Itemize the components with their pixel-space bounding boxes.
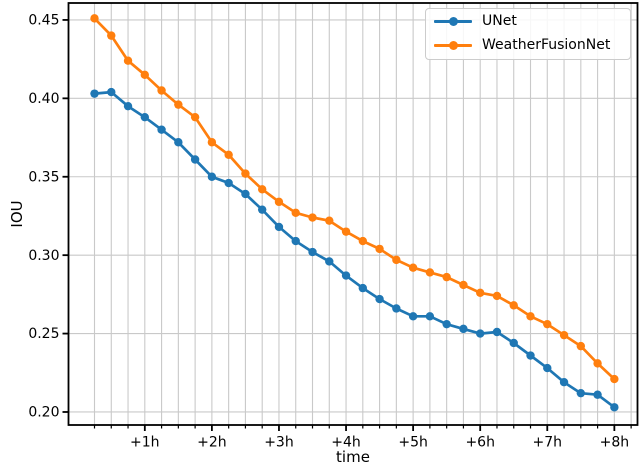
data-point-unet <box>375 294 384 304</box>
data-point-unet <box>274 222 284 232</box>
data-point-weatherfusionnet <box>358 236 368 246</box>
data-point-weatherfusionnet <box>190 112 200 122</box>
legend-line-marker-icon <box>434 40 472 51</box>
data-point-unet <box>257 205 267 214</box>
data-point-weatherfusionnet <box>157 86 166 95</box>
y-tick-label: 0.35 <box>28 169 59 185</box>
data-point-unet <box>610 403 619 412</box>
data-point-weatherfusionnet <box>375 244 384 254</box>
legend: UNet WeatherFusionNet <box>425 8 631 60</box>
data-point-unet <box>107 87 116 97</box>
data-point-unet <box>476 329 485 338</box>
x-tick-label: +2h <box>197 435 227 451</box>
x-tick-label: +8h <box>600 435 630 451</box>
data-point-weatherfusionnet <box>241 169 250 178</box>
data-point-unet <box>392 304 401 313</box>
data-point-weatherfusionnet <box>308 213 317 222</box>
data-point-unet <box>241 189 250 199</box>
data-point-weatherfusionnet <box>476 288 485 298</box>
y-tick-label: 0.30 <box>28 248 59 264</box>
data-point-weatherfusionnet <box>224 150 233 160</box>
data-point-unet <box>224 178 233 188</box>
data-point-unet <box>190 155 200 164</box>
data-point-unet <box>559 377 569 387</box>
data-point-unet <box>576 388 586 398</box>
data-point-unet <box>90 89 99 98</box>
data-point-weatherfusionnet <box>140 70 150 80</box>
data-point-weatherfusionnet <box>543 319 552 329</box>
data-point-weatherfusionnet <box>492 291 502 301</box>
data-point-weatherfusionnet <box>90 14 99 23</box>
data-point-unet <box>157 125 166 134</box>
y-tick-label: 0.25 <box>28 326 59 342</box>
data-point-unet <box>442 319 451 329</box>
data-point-weatherfusionnet <box>257 185 267 194</box>
x-tick-label: +3h <box>264 435 294 451</box>
legend-label: UNet <box>482 13 517 29</box>
x-tick-label: +1h <box>130 435 160 451</box>
data-point-weatherfusionnet <box>593 359 602 368</box>
data-point-weatherfusionnet <box>207 138 217 147</box>
data-point-unet <box>459 324 468 334</box>
data-point-unet <box>325 257 334 266</box>
legend-item-unet: UNet <box>434 9 630 33</box>
data-point-unet <box>492 327 502 337</box>
data-point-unet <box>408 312 418 321</box>
data-point-unet <box>425 312 435 321</box>
y-axis-label: IOU <box>8 200 26 228</box>
data-point-weatherfusionnet <box>392 255 401 265</box>
x-tick-label: +4h <box>331 435 361 451</box>
data-point-unet <box>358 283 368 293</box>
legend-label: WeatherFusionNet <box>482 37 611 53</box>
data-point-weatherfusionnet <box>274 197 284 207</box>
data-point-weatherfusionnet <box>123 56 133 65</box>
data-point-weatherfusionnet <box>325 216 334 225</box>
data-point-unet <box>593 390 602 399</box>
y-tick-label: 0.40 <box>28 91 59 107</box>
x-axis-label: time <box>336 448 370 466</box>
x-tick-label: +5h <box>398 435 428 451</box>
plot-border <box>67 2 639 426</box>
data-point-weatherfusionnet <box>509 301 518 310</box>
y-tick-label: 0.20 <box>28 405 59 421</box>
data-point-unet <box>207 172 217 181</box>
data-point-unet <box>140 112 150 122</box>
data-point-unet <box>308 247 317 257</box>
data-point-weatherfusionnet <box>442 272 451 282</box>
data-point-weatherfusionnet <box>107 31 116 40</box>
legend-item-weatherfusionnet: WeatherFusionNet <box>434 33 630 57</box>
data-point-unet <box>341 271 351 280</box>
x-tick-label: +7h <box>533 435 563 451</box>
data-point-weatherfusionnet <box>341 227 351 236</box>
y-tick-label: 0.45 <box>28 13 59 29</box>
x-tick-label: +6h <box>465 435 495 451</box>
data-point-weatherfusionnet <box>174 100 183 109</box>
data-point-weatherfusionnet <box>559 330 569 340</box>
data-point-weatherfusionnet <box>526 312 535 321</box>
data-point-weatherfusionnet <box>459 280 468 290</box>
data-point-weatherfusionnet <box>425 268 435 277</box>
data-point-weatherfusionnet <box>291 208 300 218</box>
data-point-unet <box>174 138 183 147</box>
legend-line-marker-icon <box>434 16 472 27</box>
data-point-unet <box>123 101 133 111</box>
data-point-weatherfusionnet <box>610 374 619 384</box>
data-point-unet <box>526 351 535 360</box>
data-point-unet <box>543 363 552 373</box>
data-point-weatherfusionnet <box>576 341 586 351</box>
data-point-unet <box>291 236 300 246</box>
data-point-unet <box>509 338 518 348</box>
data-point-weatherfusionnet <box>408 263 418 272</box>
